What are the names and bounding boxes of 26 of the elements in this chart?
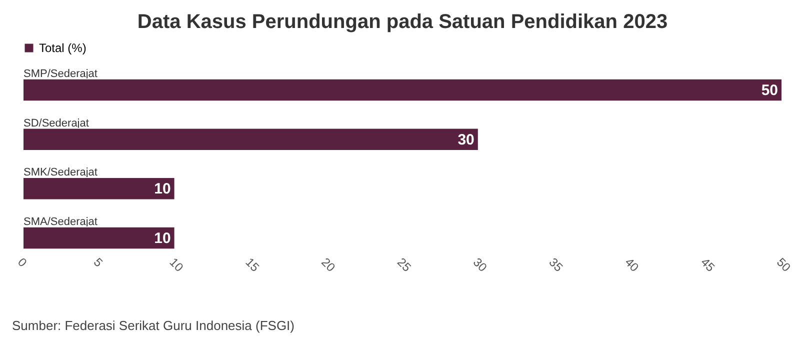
x-tick-label: 15: [242, 255, 262, 275]
x-tick-label: 35: [546, 255, 566, 275]
data-label: 10: [154, 230, 171, 247]
y-tick-label: SD/Sederajat: [24, 117, 89, 130]
bar: [22, 128, 479, 151]
x-tick-label: 40: [622, 255, 642, 275]
x-tick-label: 20: [318, 255, 338, 275]
x-tick-label: 25: [394, 255, 414, 275]
x-tick-label: 5: [90, 255, 106, 270]
x-tick-label: 45: [698, 255, 718, 275]
x-tick-label: 0: [15, 255, 30, 270]
data-label: 10: [154, 180, 171, 198]
x-tick-label: 30: [470, 255, 490, 275]
y-tick-label: SMA/Sederajat: [24, 216, 98, 228]
y-tick-label: SMK/Sederajat: [24, 166, 98, 179]
x-tick-label: 10: [166, 255, 186, 275]
data-label: 30: [458, 131, 474, 148]
legend-label: Total (%): [39, 41, 86, 55]
data-label: 50: [761, 82, 778, 100]
chart-title: Data Kasus Perundungan pada Satuan Pendidikan 2023: [137, 11, 668, 33]
bar: [22, 78, 782, 102]
y-tick-label: SMP/Sederajat: [24, 68, 98, 80]
x-tick-label: 50: [774, 255, 794, 275]
bar: [22, 177, 176, 200]
bar: [22, 226, 176, 250]
text: Sumber: Federasi Serikat Guru Indonesia (FSGI): [12, 318, 295, 333]
